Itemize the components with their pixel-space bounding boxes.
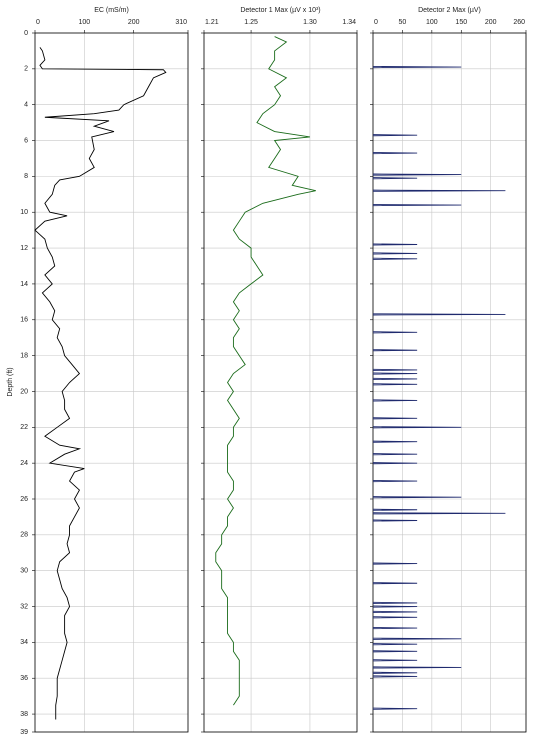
x-tick-label: 50 <box>399 19 407 26</box>
y-tick-label: 34 <box>20 639 28 646</box>
y-tick-label: 30 <box>20 568 28 575</box>
x-tick-label: 100 <box>426 19 438 26</box>
y-tick-label: 39 <box>20 729 28 736</box>
track-frame <box>34 32 189 733</box>
spike <box>372 626 418 630</box>
spike <box>372 134 418 137</box>
spike <box>372 671 418 674</box>
spike <box>372 189 506 192</box>
spike <box>372 480 418 483</box>
track-frame <box>203 32 358 733</box>
spike <box>372 417 418 420</box>
x-tick-label: 1.30 <box>303 19 317 26</box>
track-title: EC (mS/m) <box>94 7 129 14</box>
x-tick-label: 0 <box>374 19 378 26</box>
spike <box>372 562 418 565</box>
y-axis-label: Depth (ft) <box>7 367 14 396</box>
log-curve <box>34 47 167 720</box>
spike <box>372 601 418 605</box>
y-tick-label: 36 <box>20 675 28 682</box>
y-tick-label: 12 <box>20 245 28 252</box>
y-tick-label: 20 <box>20 388 28 395</box>
spike <box>372 659 418 662</box>
y-tick-label: 10 <box>20 209 28 216</box>
spike <box>372 399 418 402</box>
spike <box>372 204 462 207</box>
spike <box>372 519 418 522</box>
track-frame <box>372 32 527 733</box>
x-tick-label: 1.34 <box>342 19 356 26</box>
spike <box>372 616 418 619</box>
spike <box>372 372 418 375</box>
y-tick-label: 8 <box>24 173 28 180</box>
x-tick-label: 150 <box>455 19 467 26</box>
y-tick-label: 24 <box>20 460 28 467</box>
spike <box>372 462 418 465</box>
x-tick-label: 200 <box>485 19 497 26</box>
spike <box>372 426 462 429</box>
log-curve <box>215 36 316 706</box>
spike <box>372 152 418 155</box>
spike <box>372 368 418 372</box>
y-tick-label: 28 <box>20 532 28 539</box>
spike <box>372 637 462 640</box>
spike <box>372 605 418 608</box>
spike <box>372 675 418 678</box>
spike <box>372 66 462 69</box>
y-tick-label: 38 <box>20 711 28 718</box>
y-tick-label: 14 <box>20 281 28 288</box>
x-tick-label: 1.21 <box>205 19 219 26</box>
spike <box>372 383 418 386</box>
y-tick-label: 6 <box>24 137 28 144</box>
x-tick-label: 1.25 <box>244 19 258 26</box>
y-tick-label: 18 <box>20 352 28 359</box>
track-title: Detector 2 Max (µV) <box>418 7 481 14</box>
spike <box>372 610 418 613</box>
spike <box>372 377 418 380</box>
spike <box>372 349 418 352</box>
spike <box>372 453 418 456</box>
spike <box>372 650 418 653</box>
y-tick-label: 4 <box>24 102 28 109</box>
x-tick-label: 200 <box>128 19 140 26</box>
spike <box>372 508 418 511</box>
spike <box>372 257 418 260</box>
y-tick-label: 2 <box>24 66 28 73</box>
x-tick-label: 100 <box>79 19 91 26</box>
spike <box>372 243 418 246</box>
y-tick-label: 22 <box>20 424 28 431</box>
spike <box>372 440 418 443</box>
x-tick-label: 0 <box>36 19 40 26</box>
spike <box>372 173 462 176</box>
y-tick-label: 26 <box>20 496 28 503</box>
spike <box>372 707 418 710</box>
spike <box>372 313 506 316</box>
spike <box>372 331 418 334</box>
spike <box>372 512 506 515</box>
spike <box>372 582 418 585</box>
y-tick-label: 0 <box>24 30 28 37</box>
spike <box>372 177 418 180</box>
x-tick-label: 260 <box>513 19 525 26</box>
spike <box>372 666 462 669</box>
x-tick-label: 310 <box>175 19 187 26</box>
spike <box>372 252 418 255</box>
track-title: Detector 1 Max (µV x 10³) <box>240 7 320 14</box>
spike <box>372 643 418 646</box>
spike <box>372 496 462 499</box>
y-tick-label: 16 <box>20 317 28 324</box>
y-tick-label: 32 <box>20 603 28 610</box>
